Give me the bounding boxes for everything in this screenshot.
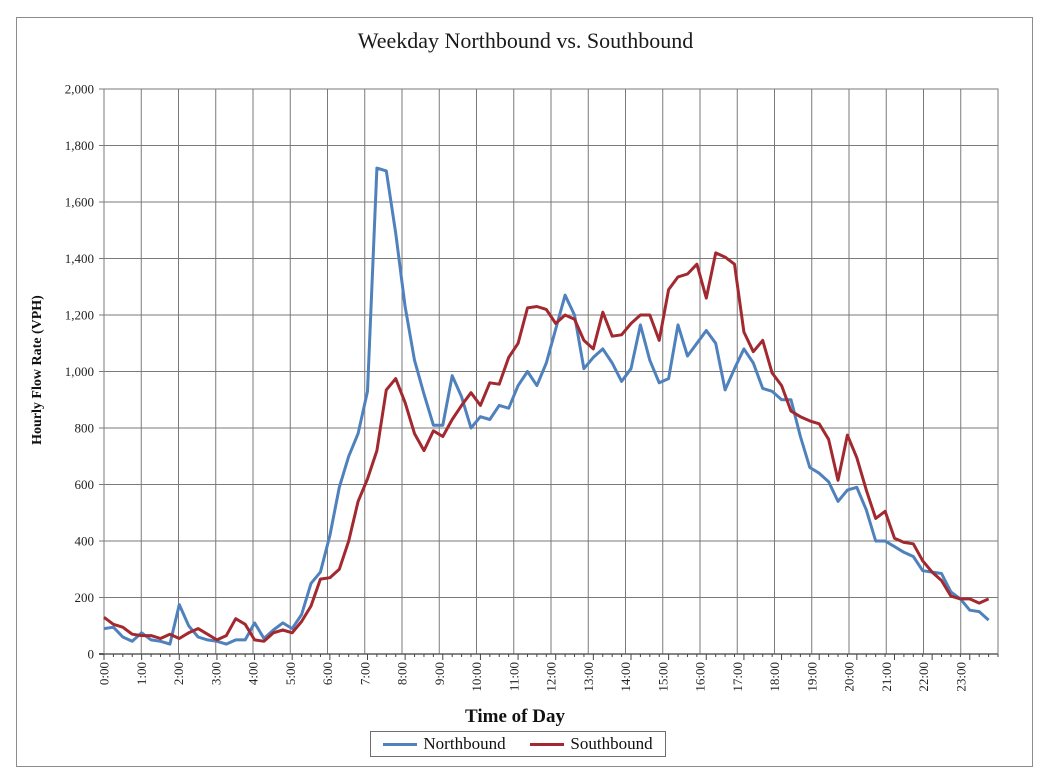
x-tick-label: 21:00 — [879, 662, 894, 692]
y-axis-title: Hourly Flow Rate (VPH) — [30, 295, 45, 445]
x-tick-label: 20:00 — [842, 662, 857, 692]
x-tick-label: 22:00 — [916, 662, 931, 692]
x-tick-label: 6:00 — [320, 662, 335, 685]
x-tick-label: 8:00 — [395, 662, 410, 685]
y-tick-label: 1,400 — [65, 251, 94, 266]
legend-label-northbound: Northbound — [423, 734, 506, 753]
series-line-southbound — [103, 251, 990, 643]
y-tick-label: 1,200 — [65, 308, 94, 323]
x-tick-label: 1:00 — [134, 662, 149, 685]
x-tick-label: 3:00 — [208, 662, 223, 685]
grid-layer — [99, 88, 999, 660]
legend-item-northbound: Northbound — [383, 734, 506, 754]
x-tick-label: 17:00 — [730, 662, 745, 692]
chart-legend: Northbound Southbound — [370, 731, 666, 757]
y-tick-label: 1,800 — [65, 138, 94, 153]
southbound-swatch — [530, 742, 565, 746]
x-tick-label: 15:00 — [655, 662, 670, 692]
chart-frame — [16, 17, 1033, 767]
x-tick-label: 14:00 — [618, 662, 633, 692]
x-tick-label: 9:00 — [432, 662, 447, 685]
y-tick-label: 400 — [75, 534, 95, 549]
y-tick-label: 1,600 — [65, 195, 94, 210]
plot-area-border — [103, 88, 999, 655]
legend-label-southbound: Southbound — [570, 734, 653, 753]
x-tick-label: 11:00 — [506, 662, 521, 691]
x-tick-label: 5:00 — [283, 662, 298, 685]
x-tick-label: 16:00 — [693, 662, 708, 692]
x-tick-label: 23:00 — [953, 662, 968, 692]
x-tick-label: 0:00 — [97, 662, 112, 685]
x-tick-label: 4:00 — [246, 662, 261, 685]
y-tick-label: 2,000 — [65, 82, 94, 97]
x-tick-label: 2:00 — [171, 662, 186, 685]
y-tick-labels: 0 200 400 600 800 1,000 1,200 1,400 1,600 1,800 2,… — [65, 82, 94, 662]
chart-title: Weekday Northbound vs. Southbound — [357, 28, 694, 53]
y-tick-label: 200 — [75, 590, 95, 605]
y-tick-label: 800 — [75, 421, 95, 436]
x-tick-label: 18:00 — [767, 662, 782, 692]
x-tick-label: 12:00 — [544, 662, 559, 692]
legend-item-southbound: Southbound — [530, 734, 653, 754]
x-tick-label: 10:00 — [469, 662, 484, 692]
x-tick-label: 19:00 — [804, 662, 819, 692]
northbound-swatch — [383, 742, 418, 746]
y-tick-label: 0 — [88, 647, 95, 662]
y-tick-label: 1,000 — [65, 364, 94, 379]
x-tick-labels: 0:00 1:00 2:00 3:00 4:00 5:00 6:00 7:00 8:00 9:00… — [97, 662, 969, 692]
series-line-northbound — [103, 166, 990, 646]
x-axis-title: Time of Day — [465, 706, 565, 727]
y-tick-label: 600 — [75, 477, 95, 492]
x-tick-label: 7:00 — [357, 662, 372, 685]
x-tick-label: 13:00 — [581, 662, 596, 692]
series-layer — [103, 166, 990, 646]
